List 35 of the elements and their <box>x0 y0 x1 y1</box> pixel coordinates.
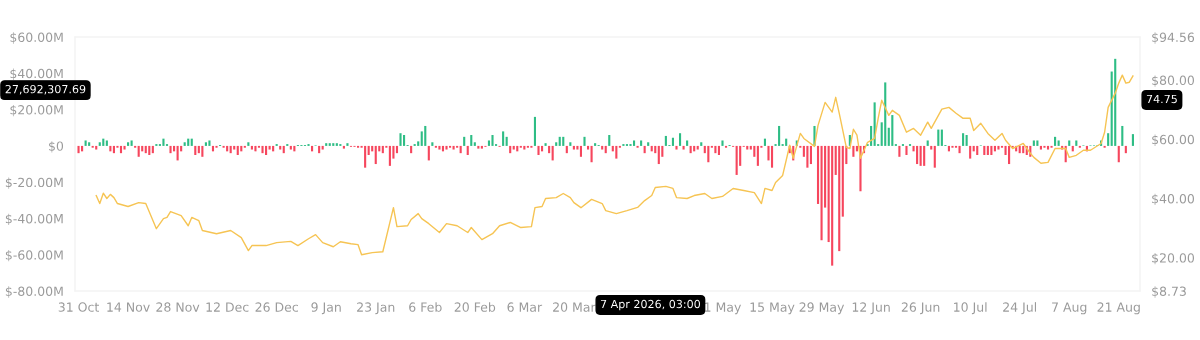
x-tick-label: 10 Jul <box>954 302 987 315</box>
x-tick-label: 15 May <box>750 302 795 315</box>
y-tick-label: $-40.00M <box>5 213 63 226</box>
y2-tick-label: $8.73 <box>1152 286 1186 298</box>
y-tick-label: $40.00M <box>10 68 63 80</box>
x-tick-label: 23 Jan <box>357 302 395 315</box>
text: 7 Apr 2026, 03:00 <box>600 299 701 311</box>
y-tick-label: $20.00M <box>10 104 63 117</box>
x-tick-label: 28 Nov <box>156 302 200 312</box>
x-tick-label: 14 Nov <box>107 302 150 312</box>
y-tick-label: $60.00M <box>10 32 63 44</box>
y-tick-label: $-80.00M <box>5 286 63 298</box>
x-tick-label: 24 Jul <box>1003 302 1037 315</box>
y2-tick-label: $80.00 <box>1152 75 1195 87</box>
y2-tick-label: $40.00 <box>1152 193 1195 206</box>
x-tick-label: 9 Jan <box>311 302 341 315</box>
x-tick-label: 29 May <box>799 302 845 315</box>
y2-tick-label: $94.56 <box>1152 32 1195 44</box>
x-tick-label: 7 Aug <box>1052 302 1087 315</box>
x-tick-label: 12 Jun <box>852 302 890 315</box>
x-tick-label: 26 Dec <box>255 302 298 312</box>
x-tick-label: 6 Mar <box>507 302 543 312</box>
y2-tick-label: $60.00 <box>1152 134 1195 146</box>
x-tick-label: 6 Feb <box>409 302 442 312</box>
x-tick-label: 21 Aug <box>1097 302 1140 315</box>
y-tick-label: $0 <box>49 141 64 153</box>
x-tick-label: 26 Jun <box>901 302 940 315</box>
text: 74.75 <box>1146 94 1177 104</box>
y-tick-label: $-60.00M <box>5 250 63 262</box>
x-tick-label: 31 Oct <box>58 302 99 312</box>
annotation: 27,692,307.69 <box>5 84 86 95</box>
y-tick-label: $-20.00M <box>5 177 63 189</box>
x-tick-label: 12 Dec <box>206 302 249 312</box>
y2-tick-label: $20.00 <box>1152 252 1195 265</box>
x-tick-label: 20 Feb <box>454 302 496 312</box>
